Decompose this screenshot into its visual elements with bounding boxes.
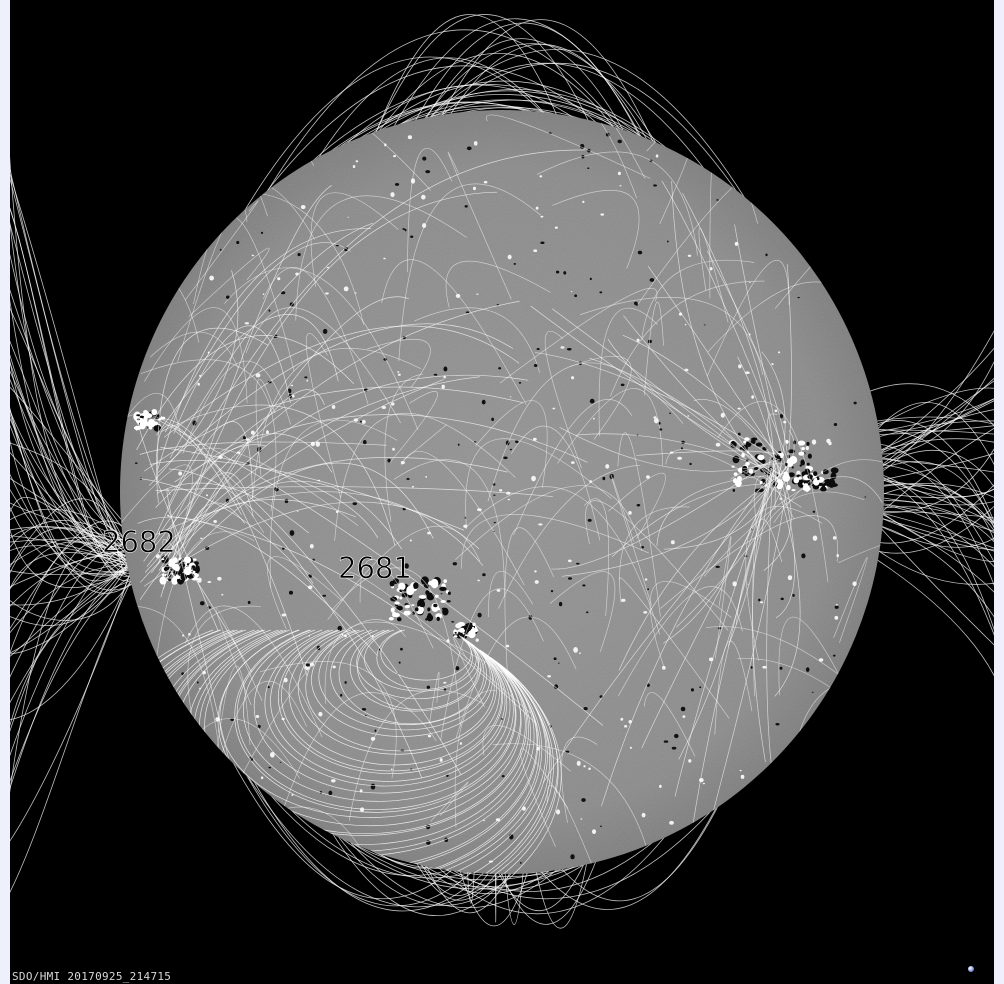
region-label-2682: 2682 (102, 525, 176, 559)
earth-icon (968, 966, 974, 972)
magnetogram-frame: 2682 2681 SDO/HMI 20170925_214715 (10, 0, 994, 984)
caption: SDO/HMI 20170925_214715 (12, 970, 172, 983)
region-label-2681: 2681 (338, 551, 412, 585)
magnetogram-scene (10, 14, 994, 929)
magnetic-spots (133, 132, 867, 864)
